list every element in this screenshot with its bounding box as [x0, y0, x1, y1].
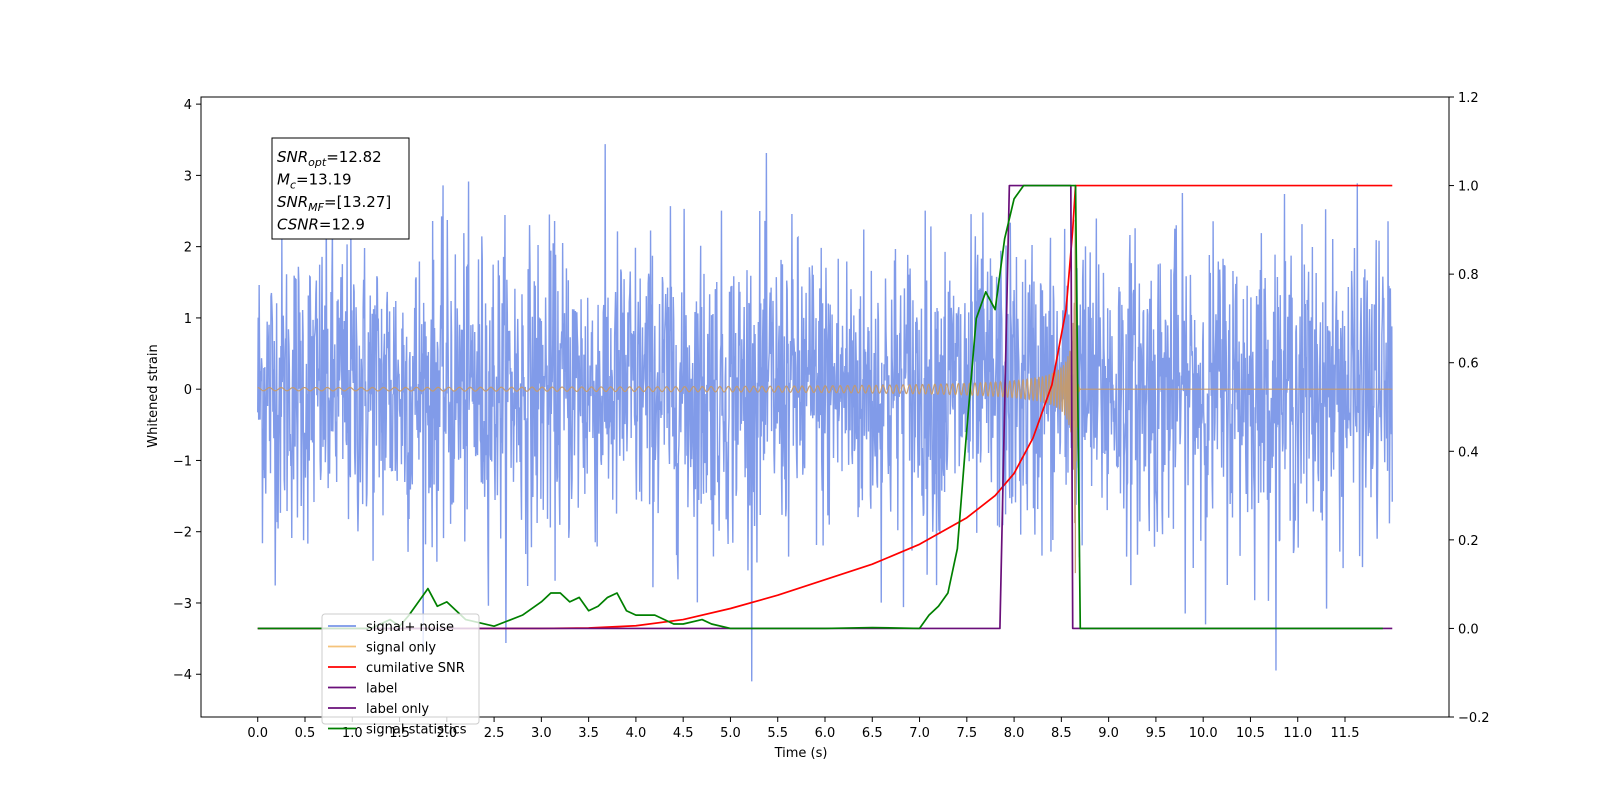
plot-area	[257, 144, 1393, 682]
y-left-tick-label: −3	[173, 597, 192, 612]
x-tick-label: 1.5	[389, 726, 410, 741]
x-tick-label: 8.0	[1004, 726, 1025, 741]
legend: signal+ noise signal only cumilative SNR la…	[321, 613, 480, 738]
x-tick-label: 7.5	[956, 726, 977, 741]
y-left-tick-label: 2	[184, 241, 192, 256]
y-left-tick-label: −4	[173, 668, 192, 683]
y-left-tick-label: −1	[173, 454, 192, 469]
x-tick-label: 10.0	[1189, 726, 1218, 741]
y-left-tick-label: 0	[184, 383, 192, 398]
x-tick-label: 11.5	[1331, 726, 1360, 741]
y-right-tick-label: 0.6	[1458, 357, 1479, 372]
x-tick-label: 9.5	[1146, 726, 1167, 741]
legend-frame	[321, 613, 480, 725]
annotation-line: SNRMF=[13.27]	[277, 193, 391, 214]
y-left-tick-label: 3	[184, 169, 192, 184]
legend-label: cumilative SNR	[366, 661, 465, 676]
y-left-tick-label: −2	[173, 526, 192, 541]
x-tick-label: 5.5	[767, 726, 788, 741]
legend-label: signal+ noise	[366, 620, 454, 635]
y-left-tick-label: 4	[184, 98, 192, 113]
y-right-tick-label: 0.8	[1458, 268, 1479, 283]
x-tick-label: 7.0	[909, 726, 930, 741]
series-line-signal-noise	[257, 144, 1393, 682]
y-right-tick-label: 0.2	[1458, 534, 1479, 549]
y-left-tick-label: 1	[184, 312, 192, 327]
x-tick-label: 2.5	[484, 726, 505, 741]
x-tick-label: 6.5	[862, 726, 883, 741]
y-axis-label: Whitened strain	[146, 344, 161, 447]
legend-label: label only	[366, 702, 429, 717]
annotation-line: Mc=13.19	[277, 171, 352, 192]
legend-label: signal only	[366, 641, 436, 656]
annotation-line: SNRopt=12.82	[277, 148, 382, 169]
series-line-signal-only	[257, 219, 1393, 574]
legend-label: signal statistics	[366, 723, 467, 738]
x-tick-label: 1.0	[342, 726, 363, 741]
x-axis-label: Time (s)	[774, 746, 828, 761]
series-group	[257, 144, 1393, 682]
x-tick-label: 0.0	[247, 726, 268, 741]
x-tick-label: 6.0	[815, 726, 836, 741]
y-right-tick-label: 0.0	[1458, 622, 1479, 637]
x-tick-label: 11.0	[1283, 726, 1312, 741]
x-tick-label: 9.0	[1098, 726, 1119, 741]
y-right-tick-label: 1.0	[1458, 180, 1479, 195]
y-right-tick-label: 1.2	[1458, 91, 1479, 106]
x-tick-label: 4.5	[673, 726, 694, 741]
x-tick-label: 2.0	[436, 726, 457, 741]
x-tick-label: 3.0	[531, 726, 552, 741]
legend-label: label	[366, 682, 397, 697]
x-tick-label: 8.5	[1051, 726, 1072, 741]
y-right-tick-label: 0.4	[1458, 445, 1479, 460]
x-tick-label: 0.5	[295, 726, 316, 741]
y-right-tick-label: −0.2	[1458, 711, 1490, 726]
axes: 0.0 0.5 1.0 1.5 2.0 2.5 3.0 3.5 4.0 4.5 5.0 5.5 6.0 6…	[173, 91, 1490, 741]
x-tick-label: 5.0	[720, 726, 741, 741]
annotation-line: CSNR=12.9	[277, 216, 365, 234]
x-tick-label: 10.5	[1236, 726, 1265, 741]
x-tick-label: 4.0	[626, 726, 647, 741]
annotation-frame	[271, 137, 410, 240]
x-tick-label: 3.5	[578, 726, 599, 741]
